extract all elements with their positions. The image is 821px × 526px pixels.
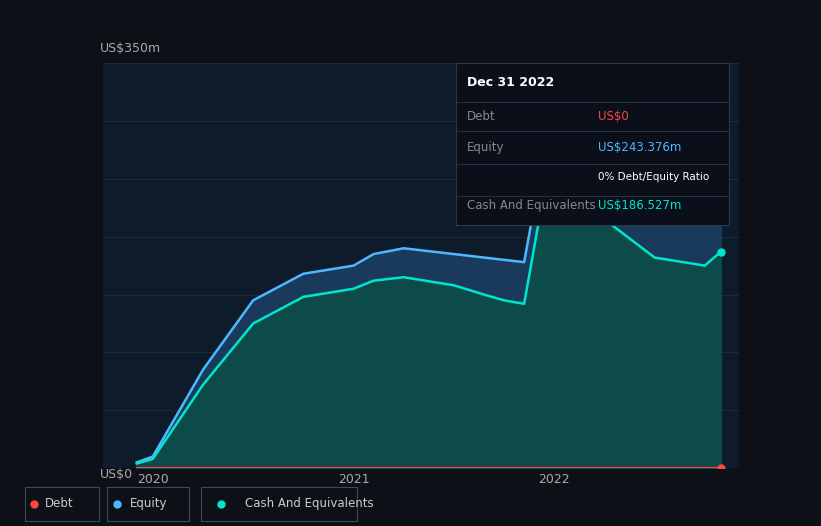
Text: Debt: Debt <box>466 110 495 123</box>
Text: Debt: Debt <box>45 497 74 510</box>
Text: 0% Debt/Equity Ratio: 0% Debt/Equity Ratio <box>598 171 709 181</box>
Text: Equity: Equity <box>130 497 167 510</box>
Text: US$350m: US$350m <box>99 42 161 55</box>
Text: US$0: US$0 <box>598 110 629 123</box>
Text: Equity: Equity <box>466 141 504 154</box>
Text: US$243.376m: US$243.376m <box>598 141 681 154</box>
Text: Dec 31 2022: Dec 31 2022 <box>466 76 554 89</box>
Text: US$0: US$0 <box>99 468 132 481</box>
Text: Cash And Equivalents: Cash And Equivalents <box>466 199 595 212</box>
Text: Cash And Equivalents: Cash And Equivalents <box>245 497 374 510</box>
Text: US$186.527m: US$186.527m <box>598 199 681 212</box>
